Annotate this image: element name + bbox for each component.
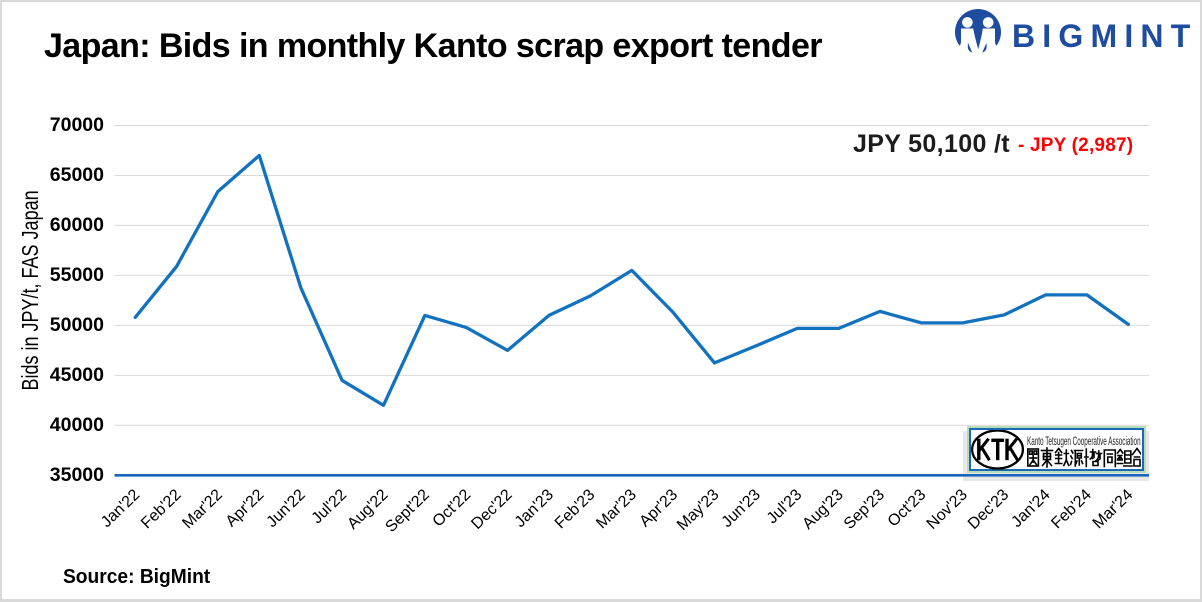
svg-text:Jan'23: Jan'23 — [512, 486, 557, 531]
svg-text:May'23: May'23 — [674, 486, 723, 534]
svg-text:Nov'23: Nov'23 — [924, 486, 971, 533]
svg-text:Aug'23: Aug'23 — [799, 486, 846, 533]
svg-text:Feb'24: Feb'24 — [1048, 486, 1095, 532]
svg-text:Apr'22: Apr'22 — [223, 486, 268, 530]
svg-text:Mar'22: Mar'22 — [179, 486, 226, 532]
svg-text:Jun'22: Jun'22 — [263, 486, 308, 531]
svg-text:Feb'23: Feb'23 — [552, 486, 599, 532]
svg-text:Mar'24: Mar'24 — [1090, 486, 1137, 532]
svg-text:Sept'22: Sept'22 — [382, 486, 433, 536]
svg-text:Jun'23: Jun'23 — [719, 486, 764, 531]
svg-text:Mar'23: Mar'23 — [593, 486, 640, 532]
svg-text:Dec'23: Dec'23 — [965, 486, 1012, 533]
svg-text:Feb'22: Feb'22 — [138, 486, 185, 532]
svg-text:Jan'24: Jan'24 — [1008, 486, 1053, 531]
svg-text:Dec'22: Dec'22 — [468, 486, 515, 533]
svg-text:Oct'23: Oct'23 — [885, 486, 930, 530]
svg-text:Oct'22: Oct'22 — [430, 486, 475, 530]
svg-text:Sep'23: Sep'23 — [841, 486, 888, 533]
svg-text:Jan'22: Jan'22 — [98, 486, 143, 531]
